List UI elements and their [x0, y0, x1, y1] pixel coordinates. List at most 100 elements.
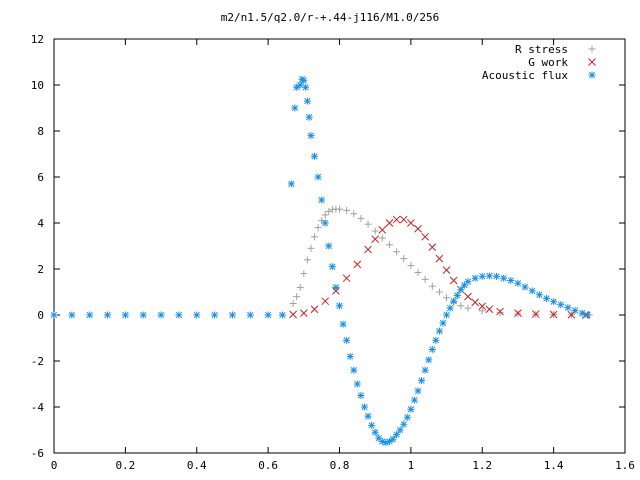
data-point [421, 366, 429, 374]
chart-title: m2/n1.5/q2.0/r-+.44-j116/M1.0/256 [221, 11, 440, 24]
y-tick-label: 10 [31, 79, 44, 92]
data-point [357, 392, 365, 399]
data-point [428, 282, 436, 290]
data-point [357, 214, 365, 222]
data-point [407, 262, 415, 270]
data-point [300, 76, 308, 84]
data-point [314, 224, 322, 232]
data-point [396, 426, 404, 434]
y-tick-label: 8 [37, 125, 44, 138]
data-point [291, 104, 299, 112]
data-point [371, 235, 380, 243]
y-axis: -6 -4 -2 0 2 4 6 8 10 12 [31, 33, 625, 460]
data-point [464, 292, 472, 301]
data-point [393, 248, 401, 256]
data-point [435, 254, 444, 263]
legend-marker [588, 45, 596, 53]
data-point [50, 311, 58, 319]
data-point [332, 283, 340, 291]
data-point [336, 205, 343, 213]
data-point [453, 291, 461, 299]
x-tick-label: 1 [408, 459, 415, 472]
data-point [211, 311, 219, 319]
data-point [478, 302, 487, 311]
data-point [289, 300, 297, 307]
data-point [425, 356, 433, 364]
data-point [364, 245, 372, 254]
data-point [371, 227, 379, 235]
data-point [368, 421, 376, 429]
data-point [343, 336, 351, 344]
data-point [485, 305, 494, 314]
data-point [584, 311, 592, 319]
data-point [414, 387, 422, 395]
data-point [311, 233, 319, 241]
x-tick-label: 1.6 [615, 459, 635, 472]
data-point [310, 305, 319, 314]
data-point [567, 310, 576, 319]
data-point [228, 311, 236, 319]
x-tick-label: 0.6 [258, 459, 278, 472]
legend-label: Acoustic flux [482, 69, 568, 82]
data-point [457, 286, 465, 294]
data-point [305, 113, 313, 121]
data-point [496, 307, 504, 316]
data-point [428, 243, 437, 252]
data-point [343, 206, 351, 214]
data-point [193, 311, 201, 319]
data-point [393, 431, 401, 439]
data-point [414, 224, 422, 233]
data-point [382, 439, 390, 447]
data-point [311, 152, 319, 160]
data-point [385, 219, 394, 227]
data-point [336, 302, 343, 310]
data-point [302, 83, 310, 91]
x-tick-label: 0.4 [187, 459, 207, 472]
data-point [421, 232, 430, 241]
data-point [410, 396, 418, 404]
legend-marker [588, 58, 596, 66]
data-point [287, 180, 295, 188]
data-point [550, 298, 558, 306]
data-point [353, 380, 361, 388]
data-point [400, 255, 408, 263]
data-point [339, 320, 347, 328]
data-point [514, 279, 522, 287]
data-point [314, 173, 322, 181]
data-point [443, 311, 451, 319]
data-point [325, 208, 333, 215]
data-point [407, 405, 415, 413]
data-point [318, 196, 326, 204]
data-point [342, 274, 351, 283]
data-point [439, 319, 447, 327]
data-point [500, 274, 508, 282]
series-g-work [289, 215, 590, 319]
data-point [418, 377, 426, 385]
data-point [318, 217, 326, 225]
data-point [300, 270, 308, 278]
data-point [449, 276, 458, 285]
y-tick-label: 4 [37, 217, 44, 230]
data-point [157, 311, 165, 319]
data-point [353, 260, 362, 269]
data-point [535, 291, 543, 299]
data-point [450, 297, 458, 305]
data-point [464, 278, 472, 286]
data-point [443, 294, 451, 302]
y-tick-label: 6 [37, 171, 44, 184]
data-point [400, 420, 408, 428]
data-point [407, 219, 415, 227]
data-point [68, 311, 76, 319]
data-point [385, 241, 393, 249]
x-axis: 0 0.2 0.4 0.6 0.8 1 1.2 1.4 1.6 [51, 39, 635, 472]
data-point [121, 311, 129, 319]
y-tick-label: 0 [37, 309, 44, 322]
data-point [175, 311, 183, 319]
x-tick-label: 0 [51, 459, 58, 472]
data-point [296, 283, 304, 291]
data-point [346, 352, 354, 360]
x-tick-label: 1.4 [544, 459, 564, 472]
y-tick-label: 2 [37, 263, 44, 276]
